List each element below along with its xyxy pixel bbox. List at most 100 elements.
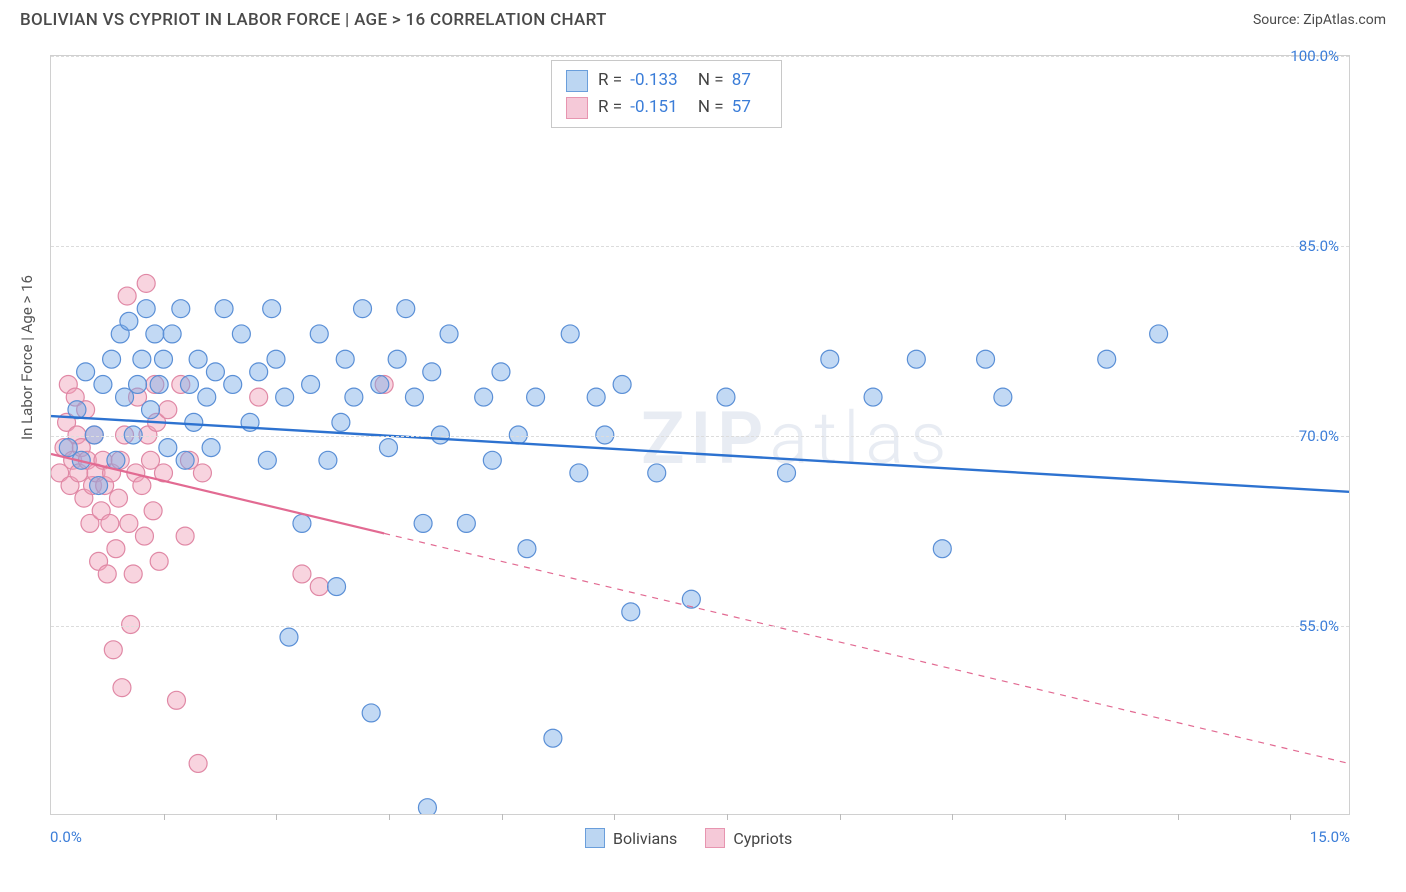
bolivians-point — [185, 413, 203, 431]
bolivians-point — [483, 451, 501, 469]
bolivians-point — [907, 350, 925, 368]
cypriots-point — [189, 754, 207, 772]
bolivians-point — [1150, 325, 1168, 343]
cypriots-point — [101, 514, 119, 532]
bolivians-point — [310, 325, 328, 343]
correlation-legend-row: R = -0.151 N = 57 — [566, 94, 767, 121]
bolivians-point — [561, 325, 579, 343]
correlation-values: R = -0.133 N = 87 — [598, 67, 767, 94]
x-tick — [502, 814, 503, 820]
bolivians-point — [250, 363, 268, 381]
bolivians-point — [414, 514, 432, 532]
cypriots-point — [104, 641, 122, 659]
cypriots-point — [133, 477, 151, 495]
bolivians-point — [431, 426, 449, 444]
bolivians-point — [302, 375, 320, 393]
bolivians-point — [120, 312, 138, 330]
x-tick — [389, 814, 390, 820]
bolivians-point — [371, 375, 389, 393]
bolivians-point — [198, 388, 216, 406]
bolivians-point — [475, 388, 493, 406]
bolivians-point — [379, 439, 397, 457]
bolivians-point — [202, 439, 220, 457]
bolivians-point — [587, 388, 605, 406]
bolivians-point — [263, 300, 281, 318]
bolivians-legend-label: Bolivians — [613, 829, 677, 848]
bolivians-point — [107, 451, 125, 469]
cypriots-legend-swatch — [705, 828, 725, 848]
cypriots-point — [193, 464, 211, 482]
cypriots-point — [110, 489, 128, 507]
correlation-legend-row: R = -0.133 N = 87 — [566, 67, 767, 94]
cypriots-point — [293, 565, 311, 583]
cypriots-point — [137, 274, 155, 292]
bolivians-point — [1098, 350, 1116, 368]
legend-item-cypriots: Cypriots — [705, 828, 792, 848]
bolivians-point — [423, 363, 441, 381]
cypriots-point — [98, 565, 116, 583]
cypriots-point — [107, 540, 125, 558]
bolivians-point — [457, 514, 475, 532]
x-tick — [1065, 814, 1066, 820]
bolivians-point — [215, 300, 233, 318]
x-tick — [727, 814, 728, 820]
bolivians-point — [258, 451, 276, 469]
bolivians-point — [682, 590, 700, 608]
bolivians-point — [397, 300, 415, 318]
bolivians-point — [293, 514, 311, 532]
bolivians-point — [189, 350, 207, 368]
x-tick — [1178, 814, 1179, 820]
bolivians-point — [206, 363, 224, 381]
cypriots-point — [120, 514, 138, 532]
cypriots-point — [250, 388, 268, 406]
bolivians-point — [328, 578, 346, 596]
bolivians-point — [159, 439, 177, 457]
cypriots-point — [144, 502, 162, 520]
legend-bottom: Bolivians Cypriots — [585, 828, 792, 848]
cypriots-legend-label: Cypriots — [733, 829, 792, 848]
bolivians-point — [90, 477, 108, 495]
source-attribution: Source: ZipAtlas.com — [1253, 12, 1386, 28]
bolivians-point — [103, 350, 121, 368]
bolivians-point — [648, 464, 666, 482]
cypriots-point — [124, 565, 142, 583]
bolivians-point — [570, 464, 588, 482]
bolivians-swatch — [566, 70, 588, 92]
bolivians-point — [405, 388, 423, 406]
cypriots-trendline-extrapolated — [384, 533, 1349, 763]
bolivians-point — [336, 350, 354, 368]
bolivians-point — [345, 388, 363, 406]
cypriots-point — [159, 401, 177, 419]
cypriots-point — [150, 552, 168, 570]
bolivians-point — [622, 603, 640, 621]
bolivians-point — [146, 325, 164, 343]
gridline-h — [51, 626, 1349, 627]
gridline-h — [51, 56, 1349, 57]
bolivians-trendline — [51, 416, 1349, 492]
gridline-h — [51, 436, 1349, 437]
bolivians-point — [232, 325, 250, 343]
bolivians-point — [509, 426, 527, 444]
x-tick — [952, 814, 953, 820]
bolivians-point — [319, 451, 337, 469]
bolivians-point — [527, 388, 545, 406]
x-axis-max-label: 15.0% — [1310, 828, 1350, 846]
bolivians-point — [440, 325, 458, 343]
bolivians-point — [821, 350, 839, 368]
bolivians-point — [155, 350, 173, 368]
bolivians-point — [332, 413, 350, 431]
bolivians-point — [94, 375, 112, 393]
bolivians-point — [276, 388, 294, 406]
cypriots-point — [167, 691, 185, 709]
chart-plot-area: ZIPatlas 55.0%70.0%85.0%100.0%R = -0.133… — [50, 55, 1350, 815]
bolivians-point — [418, 799, 436, 814]
bolivians-point — [280, 628, 298, 646]
bolivians-point — [267, 350, 285, 368]
bolivians-point — [85, 426, 103, 444]
bolivians-point — [778, 464, 796, 482]
bolivians-legend-swatch — [585, 828, 605, 848]
x-tick — [276, 814, 277, 820]
y-tick-label: 70.0% — [1299, 427, 1339, 445]
cypriots-point — [113, 679, 131, 697]
x-tick — [1290, 814, 1291, 820]
